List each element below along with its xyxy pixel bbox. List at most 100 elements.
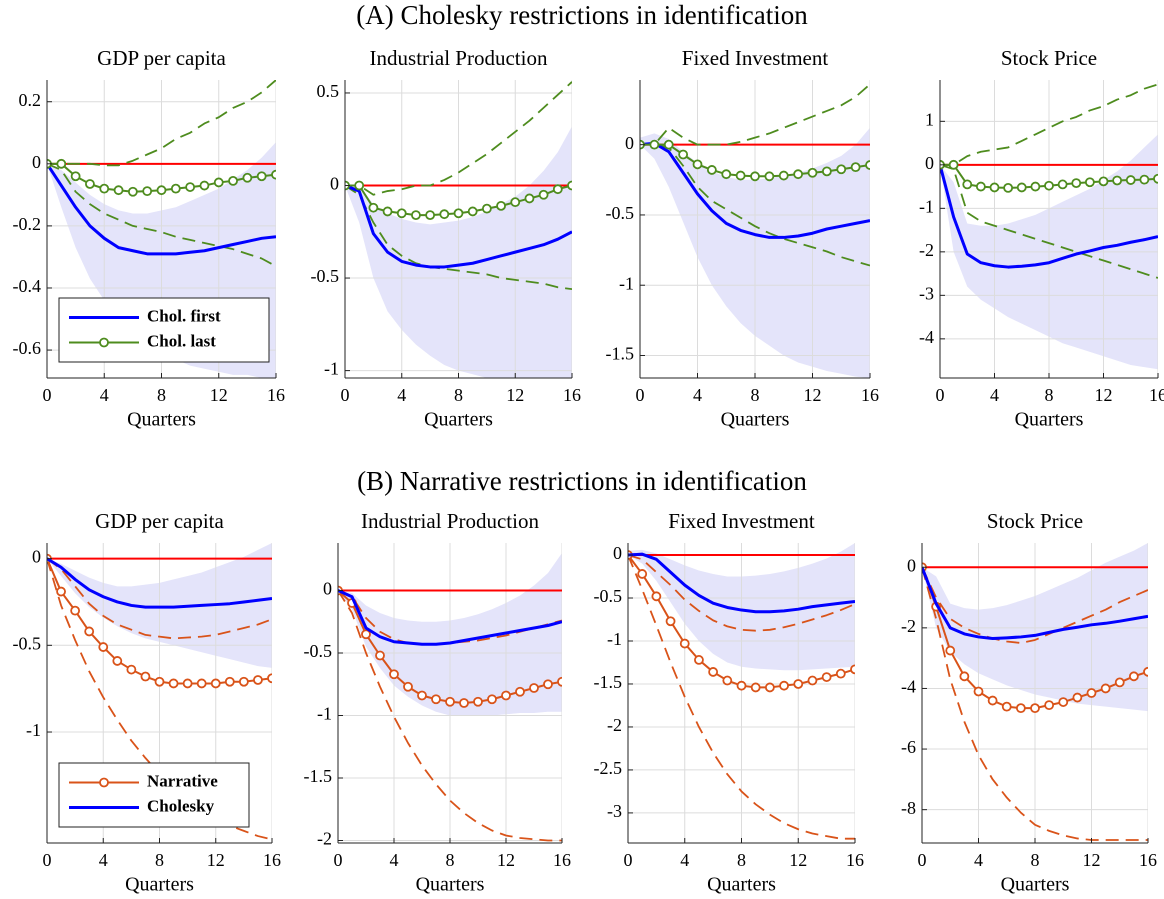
x-tick-label: 4	[990, 385, 999, 405]
point	[865, 160, 870, 170]
x-tick-label: 12	[207, 850, 225, 870]
point	[98, 642, 109, 652]
x-tick-label: 0	[636, 385, 645, 405]
point	[199, 180, 210, 191]
panel: -1 -0.5 0 0 4 8 12 16 GDP per capita Quarters Narr…	[13, 509, 282, 896]
point	[510, 197, 521, 208]
point	[417, 690, 427, 701]
point	[706, 165, 717, 175]
point	[1072, 692, 1083, 703]
y-tick-label: -0.5	[311, 266, 340, 286]
point	[543, 679, 553, 690]
x-tick-label: 12	[804, 385, 822, 405]
point	[735, 170, 746, 181]
x-tick-label: 16	[861, 385, 879, 405]
point	[113, 185, 124, 196]
point	[973, 686, 984, 697]
x-axis-label: Quarters	[1001, 874, 1070, 896]
y-tick-label: -4	[901, 677, 916, 697]
y-tick-label: 0.2	[19, 90, 42, 110]
x-tick-label: 8	[1045, 385, 1054, 405]
point	[354, 180, 365, 191]
y-tick-label: -2.5	[594, 758, 623, 778]
chart-title: Fixed Investment	[668, 509, 815, 533]
series-line	[47, 162, 276, 256]
point	[1001, 701, 1012, 712]
x-tick-label: 8	[1031, 850, 1040, 870]
y-tick-label: -3	[607, 801, 622, 821]
point	[708, 667, 719, 677]
plot-area	[47, 543, 272, 843]
y-tick-label: -2	[317, 829, 332, 849]
point	[736, 680, 747, 691]
point	[127, 186, 138, 197]
y-tick-label: -2	[919, 240, 934, 260]
x-tick-label: 16	[1139, 850, 1157, 870]
point	[112, 656, 123, 666]
x-tick-label: 8	[446, 850, 455, 870]
point	[779, 680, 789, 691]
point	[552, 184, 563, 195]
legend-label: Cholesky	[147, 796, 215, 815]
point	[975, 181, 986, 192]
point	[210, 678, 221, 689]
point	[213, 177, 224, 188]
bound-line	[628, 554, 855, 632]
point	[515, 686, 525, 697]
bound-line	[640, 83, 870, 146]
x-tick-label: 16	[553, 850, 571, 870]
x-axis-label: Quarters	[127, 409, 196, 431]
point	[1098, 176, 1109, 187]
point	[126, 664, 137, 675]
plot-area	[628, 543, 855, 843]
point	[1003, 182, 1014, 193]
point	[807, 167, 818, 178]
point	[56, 586, 66, 597]
chart-title: GDP per capita	[97, 46, 226, 70]
x-tick-label: 0	[334, 850, 343, 870]
point	[694, 655, 704, 665]
point	[678, 149, 689, 160]
x-tick-label: 4	[974, 850, 983, 870]
legend: Narrative Cholesky	[58, 762, 250, 828]
point	[403, 681, 413, 692]
section-heading: (A) Cholesky restrictions in identificat…	[356, 0, 808, 30]
x-tick-label: 0	[43, 850, 52, 870]
point	[651, 591, 662, 602]
point	[821, 166, 832, 177]
point	[1100, 683, 1111, 694]
y-tick-label: -0.4	[13, 276, 42, 296]
x-tick-label: 0	[918, 850, 927, 870]
point	[1057, 179, 1068, 190]
y-tick-label: -8	[901, 798, 916, 818]
y-tick-label: 0	[323, 579, 332, 599]
point	[242, 172, 253, 183]
x-tick-label: 12	[210, 385, 228, 405]
chart-title: Industrial Production	[370, 46, 548, 70]
x-tick-label: 16	[1149, 385, 1164, 405]
y-tick-label: -0.5	[594, 586, 623, 606]
point	[168, 678, 179, 689]
x-tick-label: 4	[680, 850, 689, 870]
x-tick-label: 4	[693, 385, 702, 405]
y-tick-label: -2	[607, 715, 622, 735]
x-tick-label: 8	[157, 385, 166, 405]
x-axis-label: Quarters	[416, 874, 485, 896]
point	[778, 170, 789, 181]
point	[396, 208, 407, 219]
series-line	[628, 552, 855, 614]
point	[142, 186, 153, 197]
point	[1030, 703, 1040, 714]
legend-box	[58, 762, 250, 828]
point	[228, 175, 238, 186]
y-tick-label: 0	[625, 133, 634, 153]
panel: -2 -1.5 -1 -0.5 0 0 4 8 12 16 Industrial Productio…	[304, 509, 572, 896]
y-tick-label: 0.5	[317, 81, 340, 101]
x-tick-label: 4	[100, 385, 109, 405]
point	[850, 664, 855, 675]
point	[84, 626, 95, 637]
y-tick-label: -1	[26, 720, 41, 740]
series-line	[47, 557, 272, 609]
point	[1058, 697, 1069, 707]
